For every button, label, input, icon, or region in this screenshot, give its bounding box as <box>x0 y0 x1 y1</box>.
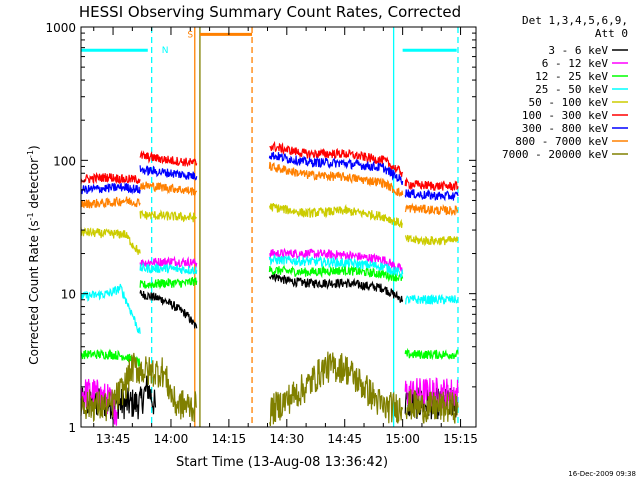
y-axis-label: Corrected Count Rate (s-1 detector-1) <box>26 145 41 364</box>
series-4-segment-2 <box>268 202 404 228</box>
series-6-segment-2 <box>268 151 404 186</box>
series-1-segment-1 <box>139 255 198 269</box>
x-tick-label-6: 15:15 <box>443 432 478 446</box>
series-6-segment-0 <box>80 182 141 195</box>
y-tick-label-2: 100 <box>53 154 76 168</box>
y-axis-label-part1: Corrected Count Rate (s <box>27 220 41 364</box>
legend-label-6: 300 - 800 keV <box>522 122 608 135</box>
series-3-segment-3 <box>404 293 459 305</box>
series-7-segment-1 <box>139 181 198 197</box>
series-5-segment-0 <box>80 171 141 185</box>
x-tick-label-1: 14:00 <box>154 432 189 446</box>
series-2-segment-1 <box>139 277 198 290</box>
y-axis-label-sup1: -1 <box>26 212 35 220</box>
series-0-segment-2 <box>268 272 404 303</box>
x-tick-label-4: 14:45 <box>327 432 362 446</box>
flag-N-label: N <box>162 46 169 56</box>
series-4-segment-3 <box>404 234 459 247</box>
series-0-segment-1 <box>139 289 198 329</box>
series-7-segment-0 <box>80 196 141 209</box>
series-8 <box>80 351 459 427</box>
series-8-segment-2 <box>404 389 459 424</box>
legend-header-line1: Det 1,3,4,5,6,9, <box>522 14 628 27</box>
y-tick-label-0: 1 <box>68 421 76 435</box>
y-axis-label-part3: ) <box>27 145 41 150</box>
legend-label-7: 800 - 7000 keV <box>515 135 608 148</box>
series-4-segment-1 <box>139 209 197 223</box>
legend-label-0: 3 - 6 keV <box>548 44 608 57</box>
series-5-segment-3 <box>404 176 459 192</box>
x-tick-label-2: 14:15 <box>212 432 247 446</box>
series-7 <box>80 161 459 217</box>
series-2-segment-0 <box>80 348 141 367</box>
series-3-segment-1 <box>139 261 198 275</box>
legend-label-4: 50 - 100 keV <box>529 96 609 109</box>
svg-text:Corrected Count Rate (s-1 dete: Corrected Count Rate (s-1 detector-1) <box>26 145 41 364</box>
series-4 <box>80 202 459 255</box>
legend-label-2: 12 - 25 keV <box>535 70 608 83</box>
legend-label-8: 7000 - 20000 keV <box>502 148 608 161</box>
series-8-segment-0 <box>80 352 198 423</box>
x-tick-label-3: 14:30 <box>270 432 305 446</box>
series-2 <box>80 264 459 367</box>
chart-title: HESSI Observing Summary Count Rates, Cor… <box>79 3 461 21</box>
legend-label-1: 6 - 12 keV <box>542 57 609 70</box>
legend-label-3: 25 - 50 keV <box>535 83 608 96</box>
generation-timestamp: 16-Dec-2009 09:38 <box>568 470 636 478</box>
legend-label-5: 100 - 300 keV <box>522 109 608 122</box>
series-6-segment-3 <box>404 188 459 202</box>
series-5-segment-1 <box>139 149 198 168</box>
series-3 <box>80 253 459 334</box>
legend-header-line2: Att 0 <box>595 27 628 40</box>
series-3-segment-2 <box>268 253 404 279</box>
plot-frame <box>80 26 477 428</box>
y-tick-label-1: 10 <box>61 288 76 302</box>
series-8-segment-1 <box>268 351 404 427</box>
x-axis-label: Start Time (13-Aug-08 13:36:42) <box>176 455 388 470</box>
series-7-segment-3 <box>404 202 459 217</box>
x-tick-label-0: 13:45 <box>96 432 131 446</box>
y-axis-label-part2: detector <box>27 158 41 213</box>
series-0 <box>80 272 458 420</box>
series-6 <box>80 151 459 202</box>
series-2-segment-2 <box>268 264 404 283</box>
series-6-segment-1 <box>139 165 198 181</box>
series-7-segment-2 <box>268 161 404 198</box>
series-2-segment-3 <box>404 347 459 361</box>
series-1-segment-2 <box>269 247 403 272</box>
series-5 <box>80 140 459 192</box>
y-tick-label-3: 1000 <box>45 21 76 35</box>
flag-S-label: S <box>187 30 193 40</box>
series-4-segment-0 <box>80 227 141 255</box>
series-5-segment-2 <box>269 140 404 177</box>
x-tick-label-5: 15:00 <box>385 432 420 446</box>
y-axis-label-sup2: -1 <box>26 150 35 158</box>
series-3-segment-0 <box>80 283 141 334</box>
